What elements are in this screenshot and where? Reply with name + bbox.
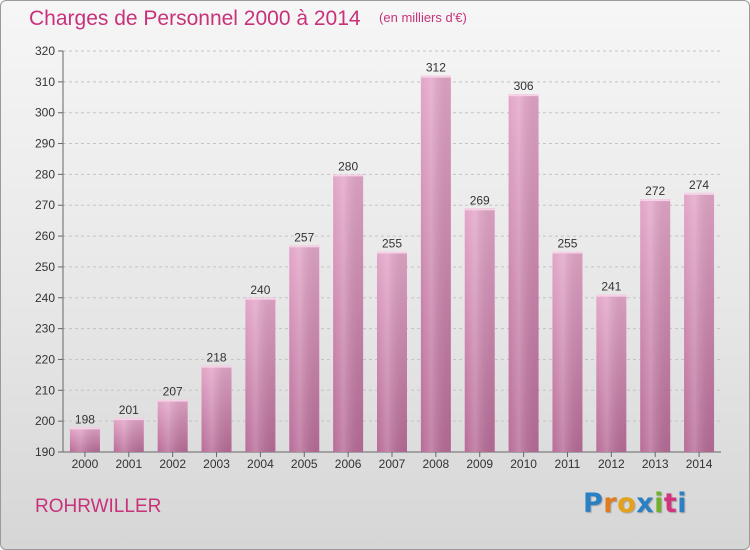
bar-top-highlight bbox=[201, 365, 232, 368]
bar-top-highlight bbox=[157, 399, 188, 402]
bar-top-highlight bbox=[684, 192, 715, 195]
x-tick-label: 2007 bbox=[379, 457, 406, 471]
data-label: 312 bbox=[426, 61, 446, 75]
y-tick-label: 220 bbox=[35, 352, 55, 366]
x-tick-label: 2005 bbox=[291, 457, 318, 471]
data-label: 255 bbox=[557, 237, 577, 251]
y-tick-label: 190 bbox=[35, 445, 55, 459]
bar-shine bbox=[684, 192, 715, 452]
bar-layer bbox=[69, 75, 715, 452]
bar-top-highlight bbox=[289, 245, 320, 248]
x-tick-label: 2010 bbox=[510, 457, 537, 471]
x-tick-label: 2003 bbox=[203, 457, 230, 471]
bar-top-highlight bbox=[464, 208, 495, 211]
data-label: 218 bbox=[207, 351, 227, 365]
bar-top-highlight bbox=[508, 94, 539, 97]
x-tick-label: 2012 bbox=[598, 457, 625, 471]
data-label: 272 bbox=[645, 184, 665, 198]
x-tick-label: 2011 bbox=[555, 457, 581, 471]
y-tick-label: 210 bbox=[35, 383, 55, 397]
logo-letter: i bbox=[677, 488, 688, 519]
bar-shine bbox=[69, 427, 100, 452]
bar-top-highlight bbox=[640, 199, 671, 202]
y-tick-label: 320 bbox=[35, 44, 55, 58]
bar-shine bbox=[201, 365, 232, 452]
data-label: 274 bbox=[689, 178, 709, 192]
logo-letter: t bbox=[663, 488, 678, 519]
y-tick-label: 270 bbox=[35, 198, 55, 212]
bar-top-highlight bbox=[552, 251, 583, 254]
bar-shine bbox=[596, 294, 627, 452]
y-tick-label: 310 bbox=[35, 75, 55, 89]
bar-shine bbox=[113, 418, 144, 452]
bar-shine bbox=[640, 199, 671, 452]
bar-shine bbox=[420, 75, 451, 452]
data-label: 198 bbox=[75, 412, 95, 426]
bar-top-highlight bbox=[333, 174, 364, 177]
y-tick-label: 260 bbox=[35, 229, 55, 243]
data-label: 280 bbox=[338, 159, 358, 173]
y-tick-label: 240 bbox=[35, 291, 55, 305]
label-layer: 198 201 207 218 240 257 280 255 312 269 306 255 241 2… bbox=[75, 61, 709, 427]
bar-top-highlight bbox=[245, 297, 276, 300]
data-label: 240 bbox=[250, 283, 270, 297]
x-tick-label: 2002 bbox=[159, 457, 186, 471]
y-tick-label: 300 bbox=[35, 106, 55, 120]
data-label: 306 bbox=[514, 79, 534, 93]
logo-letter: P bbox=[583, 488, 604, 519]
chart-subtitle: (en milliers d'€) bbox=[379, 10, 467, 25]
data-label: 257 bbox=[294, 230, 314, 244]
bar-top-highlight bbox=[113, 418, 144, 421]
x-tick-label: 2014 bbox=[686, 457, 713, 471]
logo-letter: o bbox=[617, 488, 637, 519]
logo-letter: i bbox=[654, 488, 664, 519]
bar-shine bbox=[552, 251, 583, 452]
title-block: Charges de Personnel 2000 à 2014 (en mil… bbox=[29, 7, 467, 31]
x-tick-label: 2013 bbox=[642, 457, 669, 471]
x-tick-label: 2001 bbox=[115, 457, 142, 471]
bar-shine bbox=[377, 251, 407, 452]
bar-top-highlight bbox=[69, 427, 100, 430]
bar-top-highlight bbox=[420, 75, 451, 78]
bar-shine bbox=[333, 174, 364, 452]
bar-shine bbox=[157, 399, 188, 452]
bar-shine bbox=[508, 94, 539, 452]
y-tick-label: 200 bbox=[35, 414, 55, 428]
data-label: 255 bbox=[382, 237, 402, 251]
x-tick-label: 2000 bbox=[72, 457, 99, 471]
x-tick-label: 2009 bbox=[466, 457, 493, 471]
data-label: 201 bbox=[119, 403, 139, 417]
town-name: ROHRWILLER bbox=[35, 496, 162, 517]
y-tick-label: 230 bbox=[35, 322, 55, 336]
x-tick-label: 2004 bbox=[247, 457, 274, 471]
chart-title: Charges de Personnel 2000 à 2014 bbox=[29, 7, 361, 30]
bar-top-highlight bbox=[377, 251, 407, 254]
x-tick-label: 2006 bbox=[335, 457, 362, 471]
axis-layer: 190 200 210 220 230 240 250 260 270 280 290 300 310 3… bbox=[35, 44, 721, 471]
bar-shine bbox=[289, 245, 320, 452]
data-label: 269 bbox=[470, 193, 490, 207]
bar-shine bbox=[464, 208, 495, 452]
logo-letter: x bbox=[636, 488, 655, 519]
proxiti-logo: Proxiti bbox=[583, 488, 687, 519]
data-label: 207 bbox=[163, 385, 183, 399]
logo-letter: r bbox=[603, 488, 618, 519]
bar-top-highlight bbox=[596, 294, 627, 297]
y-tick-label: 280 bbox=[35, 167, 55, 181]
y-tick-label: 290 bbox=[35, 137, 55, 151]
x-tick-label: 2008 bbox=[423, 457, 450, 471]
data-label: 241 bbox=[601, 280, 621, 294]
bar-shine bbox=[245, 297, 276, 452]
y-tick-label: 250 bbox=[35, 260, 55, 274]
